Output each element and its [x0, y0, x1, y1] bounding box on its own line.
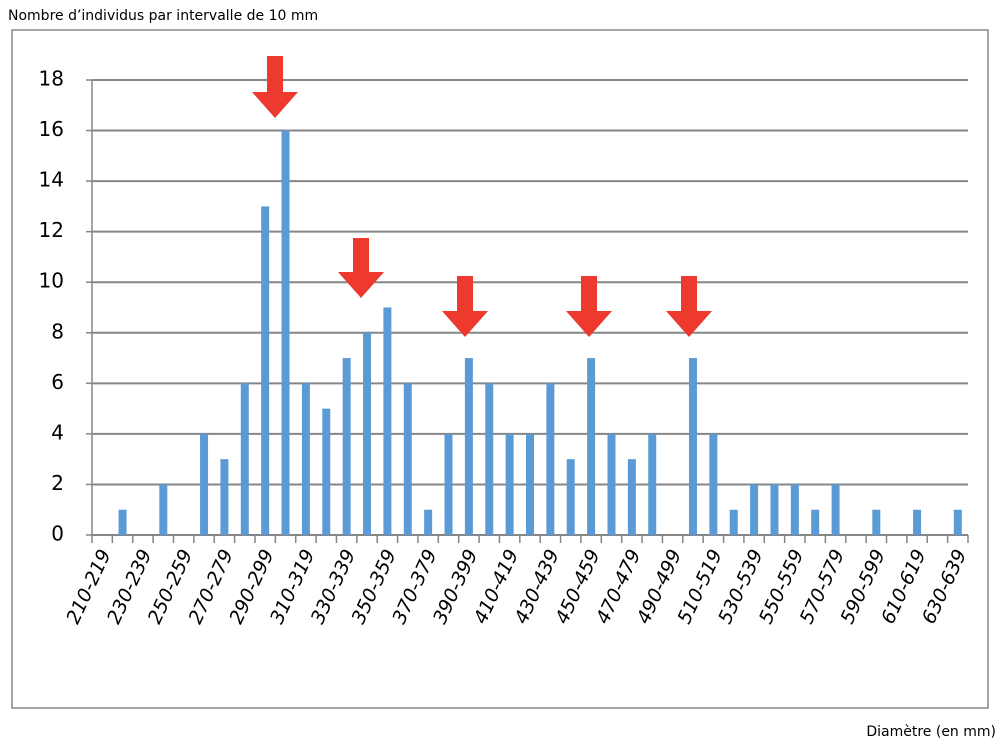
- chart-title: Nombre d’individus par intervalle de 10 …: [8, 8, 318, 24]
- bar: [790, 484, 799, 535]
- bar: [322, 408, 331, 535]
- bar: [363, 332, 372, 535]
- bar: [159, 484, 168, 535]
- bar: [688, 358, 697, 535]
- bar: [709, 433, 718, 535]
- y-tick-label: 0: [51, 522, 64, 546]
- bar: [383, 307, 392, 535]
- bar: [505, 433, 514, 535]
- arrow: [442, 276, 488, 337]
- arrow: [666, 276, 712, 337]
- y-tick-label: 14: [39, 168, 64, 192]
- y-tick-label: 4: [51, 420, 64, 444]
- bar: [729, 509, 738, 535]
- bar: [913, 509, 922, 535]
- y-tick-label: 6: [51, 370, 64, 394]
- arrow: [252, 56, 298, 118]
- bar: [627, 459, 636, 535]
- bar: [464, 358, 473, 535]
- bar: [240, 383, 249, 535]
- x-axis-label: Diamètre (en mm): [866, 724, 996, 740]
- bar: [220, 459, 229, 535]
- bar: [261, 206, 270, 535]
- bar: [485, 383, 494, 535]
- bar: [546, 383, 555, 535]
- bar: [872, 509, 881, 535]
- plot: 024681012141618210-219230-239250-259270-…: [39, 67, 972, 628]
- bar: [607, 433, 616, 535]
- bar: [526, 433, 534, 535]
- bar: [118, 509, 127, 535]
- arrow: [566, 276, 612, 337]
- bar: [424, 509, 433, 535]
- y-tick-label: 12: [39, 218, 64, 242]
- bar: [648, 433, 657, 535]
- arrow: [338, 238, 384, 298]
- bar: [342, 358, 351, 535]
- bar: [403, 383, 412, 535]
- chart-frame: [11, 29, 989, 709]
- bar: [200, 433, 209, 535]
- bar: [770, 484, 779, 535]
- bar: [953, 509, 962, 535]
- bar: [444, 433, 453, 535]
- y-tick-label: 10: [39, 269, 64, 293]
- arrows: [252, 56, 712, 337]
- y-tick-label: 16: [39, 117, 64, 141]
- bar: [281, 130, 290, 536]
- y-tick-label: 2: [51, 471, 64, 495]
- bar: [566, 459, 575, 535]
- bar: [750, 484, 759, 535]
- bar: [587, 358, 596, 535]
- y-tick-label: 8: [51, 319, 64, 343]
- bar: [831, 484, 840, 535]
- bar: [811, 509, 820, 535]
- y-tick-label: 18: [39, 67, 64, 91]
- bar: [301, 383, 310, 535]
